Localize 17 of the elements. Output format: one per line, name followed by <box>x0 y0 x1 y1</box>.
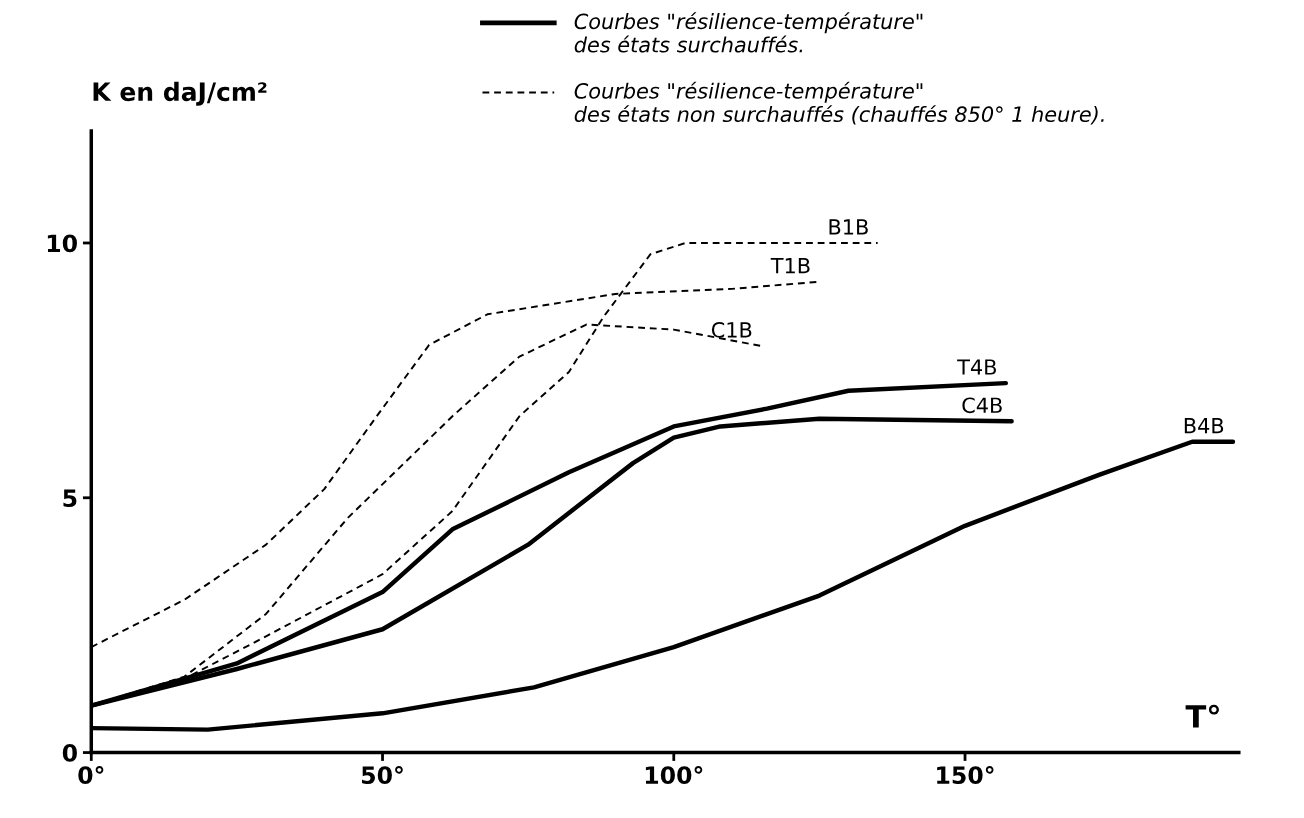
x-tick-label: 100° <box>645 766 703 785</box>
series-label: T4B <box>957 359 996 375</box>
x-axis-title: T° <box>1185 704 1219 728</box>
x-tick-label: 150° <box>937 766 994 785</box>
x-tick-label: 0° <box>78 766 104 785</box>
series-label: C1B <box>711 321 752 338</box>
text: Courbes "résilience-température" des états surchauffés. <box>574 12 923 53</box>
y-axis-title: K en daJ/cm² <box>93 81 267 106</box>
y-tick-label: 10 <box>47 234 77 253</box>
text: Courbes "résilience-température" des états non surchauffés (chauffés 850° 1 heure). <box>574 81 1104 125</box>
x-tick-label: 50° <box>362 766 403 785</box>
series-label: T1B <box>770 258 810 274</box>
series-label: B4B <box>1184 418 1224 434</box>
y-tick-label: 0 <box>62 744 77 762</box>
series-label: B1B <box>829 219 868 235</box>
y-tick-label: 5 <box>63 489 77 508</box>
series-label: C4B <box>962 397 1002 414</box>
